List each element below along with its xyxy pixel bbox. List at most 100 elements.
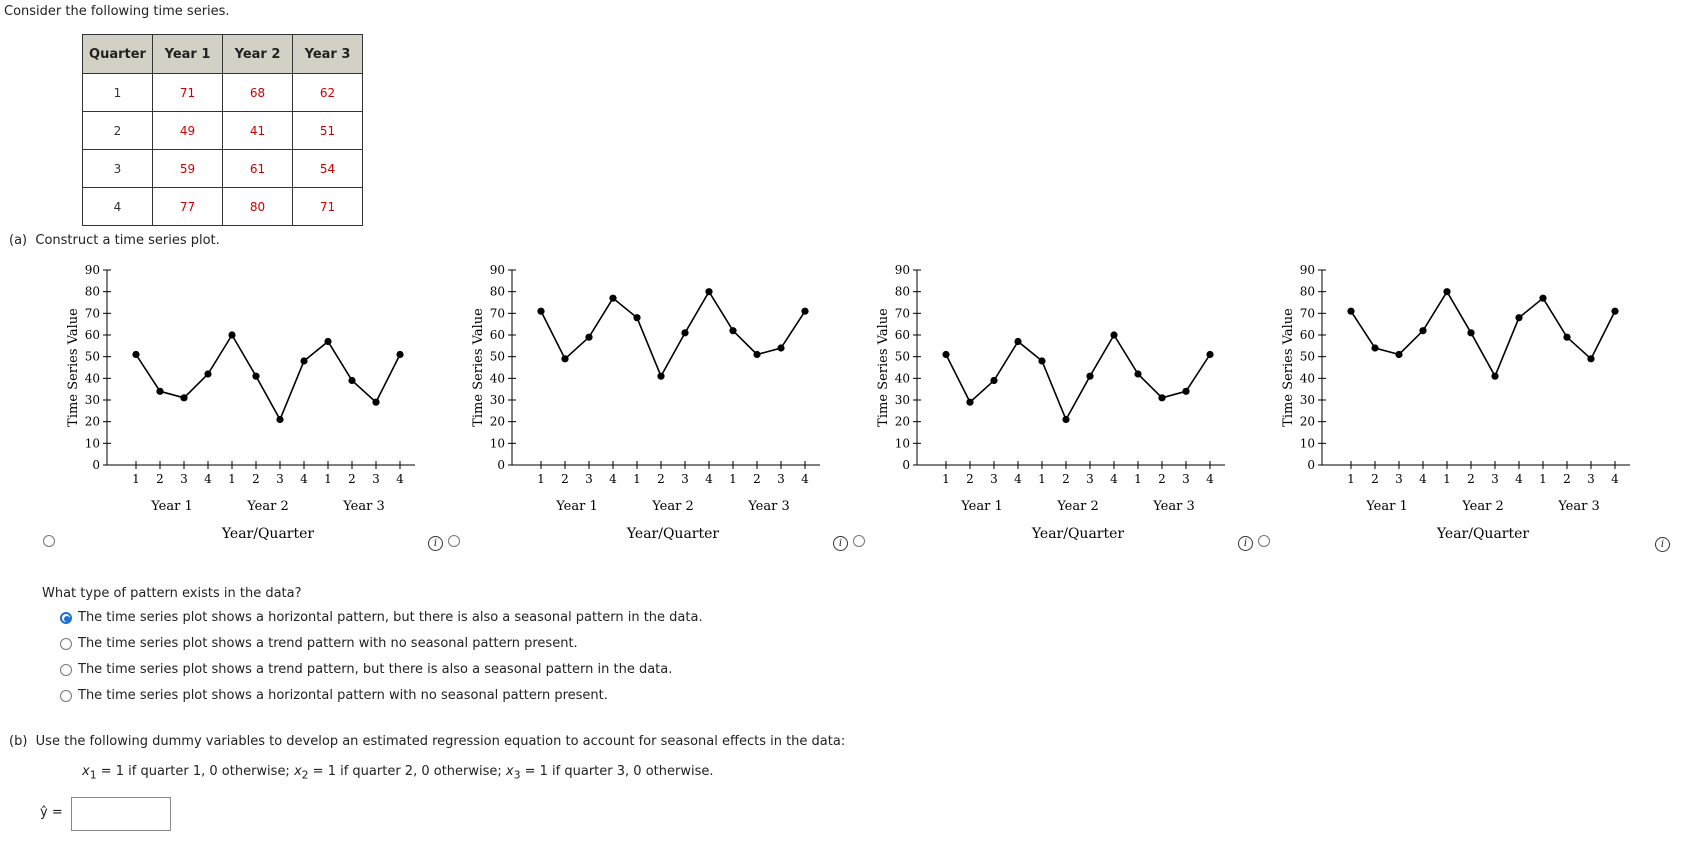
y-tick-label: 90 <box>895 263 910 277</box>
pattern-option-radio[interactable] <box>60 689 72 702</box>
y-tick-label: 20 <box>1300 415 1315 429</box>
table-cell: 1 <box>82 73 153 112</box>
y-tick-label: 80 <box>490 285 505 299</box>
x-tick-label: 1 <box>729 472 737 486</box>
x-tick-label: 2 <box>1158 472 1166 486</box>
x-tick-label: 2 <box>561 472 569 486</box>
pattern-option[interactable]: The time series plot shows a trend patte… <box>60 662 672 677</box>
pattern-option[interactable]: The time series plot shows a trend patte… <box>60 636 578 651</box>
table-cell: 68 <box>222 73 293 112</box>
data-point <box>1134 370 1142 378</box>
table-row: 1 71 68 62 <box>82 73 363 112</box>
y-tick-label: 20 <box>490 415 505 429</box>
data-point <box>1086 372 1094 380</box>
part-a-label: (a) <box>9 233 28 248</box>
y-tick-label: 10 <box>85 436 100 450</box>
chart-option-radio[interactable] <box>43 535 55 547</box>
data-point <box>204 370 212 378</box>
x-tick-label: 3 <box>1491 472 1499 486</box>
x-tick-label: 1 <box>324 472 332 486</box>
dummy-var: x <box>82 764 90 779</box>
x-tick-label: 2 <box>1467 472 1475 486</box>
data-point <box>132 350 140 359</box>
time-series-chart: 0 10 20 30 40 50 60 70 80 90 Time Series Value 1 2 3 4… <box>1281 263 1630 542</box>
info-icon[interactable]: i <box>833 536 848 551</box>
table-row: 2 49 41 51 <box>82 111 363 150</box>
data-point <box>777 344 785 352</box>
table-cell: 61 <box>222 149 293 188</box>
table-cell: 51 <box>292 111 363 150</box>
info-icon[interactable]: i <box>1238 536 1253 551</box>
x-tick-label: 2 <box>657 472 665 486</box>
data-point <box>300 357 308 365</box>
x-tick-label: 1 <box>633 472 641 486</box>
x-tick-label: 2 <box>753 472 761 486</box>
chart-option-radio[interactable] <box>448 535 460 547</box>
data-point <box>1467 329 1475 337</box>
y-tick-label: 30 <box>490 393 505 407</box>
time-series-chart: 0 10 20 30 40 50 60 70 80 90 Time Series Value 1 2 3 4… <box>66 263 415 542</box>
x-tick-label: 3 <box>1395 472 1403 486</box>
y-tick-label: 0 <box>497 458 505 472</box>
chart-option-radio[interactable] <box>853 535 865 547</box>
y-tick-label: 10 <box>1300 436 1315 450</box>
data-point <box>1419 327 1427 335</box>
data-point <box>1539 294 1547 302</box>
info-icon[interactable]: i <box>1655 537 1670 552</box>
info-icon[interactable]: i <box>428 536 443 551</box>
table-cell: 54 <box>292 149 363 188</box>
x-tick-label: 2 <box>156 472 164 486</box>
y-tick-label: 0 <box>902 458 910 472</box>
chart-option-radio[interactable] <box>1258 535 1270 547</box>
x-group-label: Year 2 <box>246 499 289 514</box>
pattern-option-radio[interactable] <box>60 611 72 624</box>
y-tick-label: 50 <box>1300 350 1315 364</box>
y-tick-label: 60 <box>490 328 505 342</box>
data-point <box>633 314 641 322</box>
data-point <box>681 329 689 337</box>
regression-equation-input[interactable] <box>71 797 171 831</box>
y-tick-label: 10 <box>490 436 505 450</box>
x-group-label: Year 1 <box>150 499 193 514</box>
dummy-definitions: x1 = 1 if quarter 1, 0 otherwise; x2 = 1… <box>82 764 713 782</box>
table-header: Quarter <box>82 34 153 74</box>
x-group-label: Year 2 <box>651 499 694 514</box>
data-point <box>396 350 404 359</box>
x-tick-label: 3 <box>180 472 188 486</box>
x-tick-label: 4 <box>204 472 212 486</box>
table-cell: 80 <box>222 187 293 226</box>
x-tick-label: 4 <box>1110 472 1118 486</box>
pattern-option-radio[interactable] <box>60 663 72 676</box>
dummy-subscript: 1 <box>89 768 97 782</box>
data-point <box>324 337 332 346</box>
pattern-option[interactable]: The time series plot shows a horizontal … <box>60 688 608 703</box>
time-series-table: Quarter Year 1 Year 2 Year 3 1 71 68 62 … <box>82 34 363 226</box>
data-point <box>753 350 761 359</box>
y-tick-label: 20 <box>895 415 910 429</box>
series-line <box>945 333 1211 422</box>
data-point <box>609 294 617 302</box>
x-axis-label: Year/Quarter <box>221 526 315 542</box>
data-point <box>252 372 260 380</box>
part-a-prompt: (a) Construct a time series plot. <box>9 233 220 248</box>
y-tick-label: 70 <box>85 306 100 320</box>
dummy-var: x <box>293 764 302 779</box>
table-cell: 3 <box>82 149 153 188</box>
dummy-def: = 1 if quarter 1, 0 otherwise; <box>96 764 294 779</box>
x-tick-label: 3 <box>1182 472 1190 486</box>
x-group-label: Year 3 <box>747 499 790 514</box>
data-point <box>585 333 593 341</box>
pattern-option[interactable]: The time series plot shows a horizontal … <box>60 610 703 625</box>
table-cell: 71 <box>292 187 363 226</box>
table-cell: 2 <box>82 111 153 150</box>
data-point <box>990 376 998 385</box>
data-point <box>657 372 665 380</box>
data-point <box>348 376 356 385</box>
y-tick-label: 0 <box>92 458 100 472</box>
x-tick-label: 4 <box>300 472 308 486</box>
x-group-label: Year 3 <box>1152 499 1195 514</box>
x-group-label: Year 2 <box>1056 499 1099 514</box>
y-tick-label: 50 <box>85 350 100 364</box>
pattern-option-radio[interactable] <box>60 637 72 650</box>
x-tick-label: 4 <box>1611 472 1619 486</box>
